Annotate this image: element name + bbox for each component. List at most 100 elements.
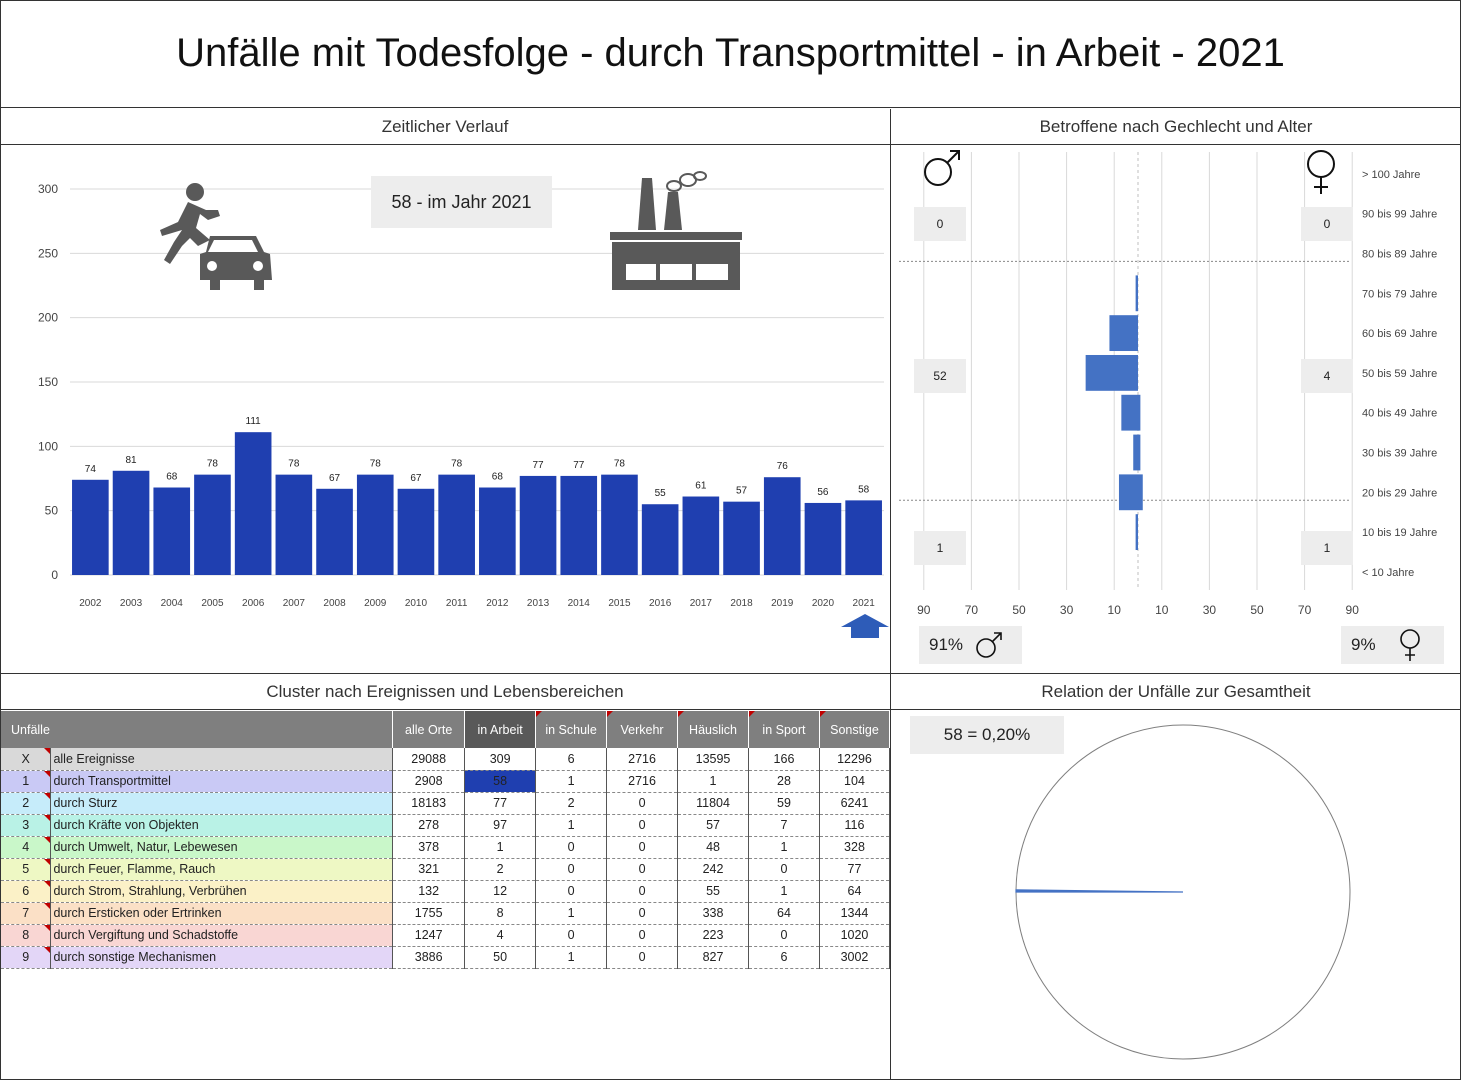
age-group-label: < 10 Jahre <box>1362 567 1414 579</box>
table-cell: 6 <box>535 748 608 771</box>
table-cell: 0 <box>606 946 679 969</box>
divider <box>0 673 1461 674</box>
table-cell: 48 <box>677 836 749 859</box>
bar <box>519 475 557 575</box>
x-tick-label: 90 <box>917 603 931 617</box>
row-id: 9 <box>1 946 52 969</box>
table-cell: 321 <box>392 858 466 881</box>
table-cell: 0 <box>606 924 679 947</box>
table-cell: 6 <box>748 946 820 969</box>
table-cell: 1247 <box>392 924 466 947</box>
row-label: durch Vergiftung und Schadstoffe <box>50 924 394 947</box>
table-cell: 278 <box>392 814 466 837</box>
data-label: 74 <box>85 464 97 475</box>
column-header: alle Orte <box>392 711 466 748</box>
data-label: 67 <box>329 473 341 484</box>
x-tick-label: 50 <box>1250 603 1264 617</box>
bar <box>763 477 801 575</box>
table-cell: 8 <box>464 902 537 925</box>
x-tick-label: 2013 <box>527 598 550 609</box>
table-cell: 166 <box>748 748 820 771</box>
table-row[interactable]: 4 durch Umwelt, Natur, Lebewesen 378 1 0 0 48 1… <box>1 836 891 859</box>
table-cell: 2716 <box>606 770 679 793</box>
female-total-20-79: 4 <box>1301 359 1353 393</box>
table-row[interactable]: 5 durch Feuer, Flamme, Rauch 321 2 0 0 242 0 77 <box>1 858 891 881</box>
age-group-label: 40 bis 49 Jahre <box>1362 408 1437 420</box>
table-cell: 12 <box>464 880 537 903</box>
data-label: 55 <box>655 488 667 499</box>
row-id: 8 <box>1 924 52 947</box>
data-label: 56 <box>817 487 829 498</box>
relation-callout: 58 = 0,20% <box>910 716 1064 754</box>
bar <box>112 470 150 575</box>
table-cell: 338 <box>677 902 749 925</box>
table-cell: 0 <box>606 792 679 815</box>
table-row[interactable]: 7 durch Ersticken oder Ertrinken 1755 8 1 0 33… <box>1 902 891 925</box>
bar <box>234 432 272 575</box>
female-symbol-icon <box>1307 150 1335 194</box>
table-cell: 0 <box>606 902 679 925</box>
table-cell: 28 <box>748 770 820 793</box>
row-id: 2 <box>1 792 52 815</box>
x-tick-label: 2014 <box>568 598 591 609</box>
table-cell: 0 <box>606 880 679 903</box>
y-tick-label: 100 <box>38 439 58 453</box>
row-label: alle Ereignisse <box>50 748 394 771</box>
bar <box>560 475 598 575</box>
table-cell: 2 <box>535 792 608 815</box>
female-total-under-20: 1 <box>1301 531 1353 565</box>
female-bar <box>1138 474 1143 511</box>
row-label: durch sonstige Mechanismen <box>50 946 394 969</box>
data-label: 78 <box>614 459 626 470</box>
table-row[interactable]: 3 durch Kräfte von Objekten 278 97 1 0 57 7 116 <box>1 814 891 837</box>
x-tick-label: 30 <box>1203 603 1217 617</box>
table-cell: 0 <box>606 858 679 881</box>
data-label: 78 <box>451 459 463 470</box>
table-cell: 12296 <box>819 748 891 771</box>
y-tick-label: 50 <box>45 504 59 518</box>
table-row[interactable]: 2 durch Sturz 18183 77 2 0 11804 59 6241 <box>1 792 891 815</box>
table-cell: 2 <box>464 858 537 881</box>
x-tick-label: 2020 <box>812 598 835 609</box>
female-symbol-icon <box>1399 629 1420 661</box>
male-bar <box>1135 275 1138 312</box>
male-bar <box>1121 394 1138 431</box>
table-row[interactable]: 1 durch Transportmittel 2908 58 1 2716 1 28 104 <box>1 770 891 793</box>
age-group-label: > 100 Jahre <box>1362 169 1420 181</box>
male-total-20-79: 52 <box>914 359 966 393</box>
x-tick-label: 70 <box>965 603 979 617</box>
age-group-label: 60 bis 69 Jahre <box>1362 328 1437 340</box>
row-id: 5 <box>1 858 52 881</box>
y-tick-label: 150 <box>38 375 58 389</box>
table-cell: 1344 <box>819 902 891 925</box>
male-symbol-icon <box>976 632 1002 658</box>
table-row[interactable]: 6 durch Strom, Strahlung, Verbrühen 132 12 0… <box>1 880 891 903</box>
table-cell: 1755 <box>392 902 466 925</box>
bar <box>194 474 231 575</box>
table-cell: 55 <box>677 880 749 903</box>
table-cell: 378 <box>392 836 466 859</box>
age-group-label: 20 bis 29 Jahre <box>1362 487 1437 499</box>
data-label: 57 <box>736 486 748 497</box>
table-cell: 0 <box>606 814 679 837</box>
bar <box>479 487 516 575</box>
row-id: 7 <box>1 902 52 925</box>
bar <box>316 488 353 575</box>
female-share-callout: 9% <box>1341 626 1444 664</box>
table-cell: 50 <box>464 946 537 969</box>
bar <box>804 502 842 575</box>
table-cell: 1 <box>748 836 820 859</box>
pie-slice-highlight <box>1015 889 1184 893</box>
x-tick-label: 2019 <box>771 598 794 609</box>
table-row[interactable]: 8 durch Vergiftung und Schadstoffe 1247 4 0 0… <box>1 924 891 947</box>
x-tick-label: 10 <box>1155 603 1169 617</box>
data-label: 68 <box>492 472 504 483</box>
table-row[interactable]: 9 durch sonstige Mechanismen 3886 50 1 0 827 6 3… <box>1 946 891 969</box>
x-tick-label: 50 <box>1012 603 1026 617</box>
y-tick-label: 200 <box>38 311 58 325</box>
table-cell: 7 <box>748 814 820 837</box>
female-bar <box>1138 434 1141 471</box>
column-header: in Sport <box>748 711 820 748</box>
x-tick-label: 10 <box>1108 603 1122 617</box>
